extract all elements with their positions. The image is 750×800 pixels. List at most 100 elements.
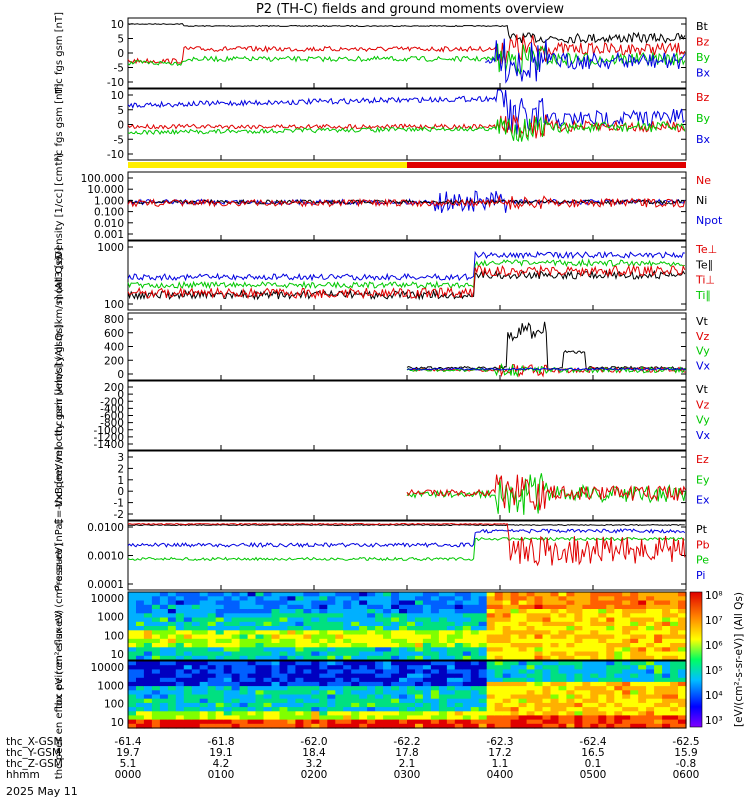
- heatmap-cell: [383, 617, 392, 623]
- heatmap-cell: [327, 596, 336, 602]
- heatmap-cell: [136, 596, 145, 602]
- y-tick-label: 0.001: [94, 229, 124, 241]
- heatmap-cell: [295, 681, 304, 687]
- heatmap-cell: [263, 596, 273, 602]
- heatmap-cell: [271, 661, 281, 666]
- heatmap-cell: [287, 673, 296, 679]
- heatmap-cell: [263, 661, 273, 666]
- heatmap-cell: [303, 604, 312, 610]
- heatmap-cell: [255, 681, 265, 687]
- heatmap-cell: [638, 609, 647, 614]
- heatmap-cell: [223, 707, 233, 712]
- heatmap-cell: [351, 647, 360, 653]
- heatmap-cell: [574, 669, 583, 675]
- heatmap-cell: [167, 715, 177, 721]
- heatmap-cell: [670, 681, 679, 687]
- heatmap-cell: [590, 719, 599, 725]
- heatmap-cell: [311, 621, 320, 627]
- heatmap-cell: [598, 677, 607, 683]
- heatmap-cell: [518, 686, 528, 691]
- heatmap-cell: [175, 698, 185, 704]
- legend-Vy: Vy: [696, 414, 710, 427]
- heatmap-cell: [359, 596, 368, 602]
- heatmap-cell: [510, 698, 520, 704]
- heatmap-cell: [136, 698, 145, 704]
- heatmap-cell: [183, 698, 193, 704]
- heatmap-cell: [183, 609, 193, 614]
- heatmap-cell: [670, 707, 679, 712]
- heatmap-cell: [391, 669, 400, 675]
- heatmap-cell: [622, 609, 631, 614]
- heatmap-cell: [383, 600, 392, 606]
- heatmap-cell: [279, 643, 289, 648]
- heatmap-cell: [590, 711, 599, 717]
- heatmap-cell: [630, 690, 639, 696]
- heatmap-cell: [191, 711, 201, 717]
- legend-Pe: Pe: [696, 554, 709, 567]
- heatmap-cell: [287, 609, 296, 614]
- heatmap-cell: [255, 600, 265, 606]
- heatmap-cell: [351, 604, 360, 610]
- heatmap-cell: [207, 617, 217, 623]
- heatmap-cell: [590, 690, 599, 696]
- heatmap-cell: [247, 711, 257, 717]
- heatmap-cell: [438, 592, 448, 597]
- heatmap-cell: [215, 643, 225, 648]
- heatmap-cell: [454, 707, 464, 712]
- heatmap-cell: [598, 707, 607, 712]
- heatmap-cell: [255, 655, 265, 661]
- heatmap-cell: [159, 634, 169, 640]
- heatmap-cell: [391, 661, 400, 666]
- heatmap-cell: [343, 681, 352, 687]
- heatmap-cell: [407, 690, 416, 696]
- heatmap-cell: [207, 647, 217, 653]
- heatmap-cell: [319, 604, 328, 610]
- heatmap-cell: [590, 702, 599, 708]
- series-line-Pb: [127, 522, 686, 567]
- heatmap-cell: [598, 715, 607, 721]
- heatmap-cell: [526, 711, 536, 717]
- heatmap-cell: [287, 681, 296, 687]
- heatmap-cell: [287, 592, 296, 597]
- heatmap-cell: [566, 677, 575, 683]
- heatmap-cell: [415, 669, 424, 675]
- heatmap-cell: [407, 651, 416, 657]
- heatmap-cell: [558, 673, 568, 679]
- heatmap-cell: [343, 609, 352, 614]
- heatmap-cell: [263, 592, 273, 597]
- heatmap-cell: [550, 711, 560, 717]
- heatmap-cell: [614, 665, 623, 670]
- heatmap-cell: [167, 665, 177, 670]
- heatmap-cell: [542, 596, 552, 602]
- heatmap-cell: [343, 707, 352, 712]
- heatmap-cell: [494, 647, 504, 653]
- heatmap-cell: [375, 613, 384, 619]
- heatmap-cell: [175, 686, 185, 691]
- heatmap-cell: [582, 630, 591, 636]
- heatmap-cell: [199, 638, 209, 644]
- y-tick-label: 10000: [91, 593, 124, 605]
- heatmap-cell: [518, 694, 528, 700]
- heatmap-cell: [510, 711, 520, 717]
- heatmap-cell: [359, 694, 368, 700]
- heatmap-cell: [430, 661, 440, 666]
- heatmap-cell: [662, 665, 671, 670]
- legend-Ne: Ne: [696, 174, 711, 187]
- heatmap-cell: [614, 626, 623, 631]
- heatmap-cell: [295, 690, 304, 696]
- heatmap-cell: [215, 719, 225, 725]
- heatmap-cell: [383, 690, 392, 696]
- heatmap-cell: [223, 681, 233, 687]
- heatmap-cell: [670, 690, 679, 696]
- heatmap-cell: [247, 647, 257, 653]
- heatmap-cell: [454, 686, 464, 691]
- y-tick-label: 200: [104, 382, 124, 394]
- heatmap-cell: [271, 634, 281, 640]
- heatmap-cell: [606, 630, 615, 636]
- x-axis-value: -62.2: [393, 736, 420, 748]
- heatmap-cell: [446, 673, 456, 679]
- heatmap-cell: [319, 621, 328, 627]
- heatmap-cell: [351, 613, 360, 619]
- heatmap-cell: [542, 702, 552, 708]
- heatmap-cell: [399, 647, 408, 653]
